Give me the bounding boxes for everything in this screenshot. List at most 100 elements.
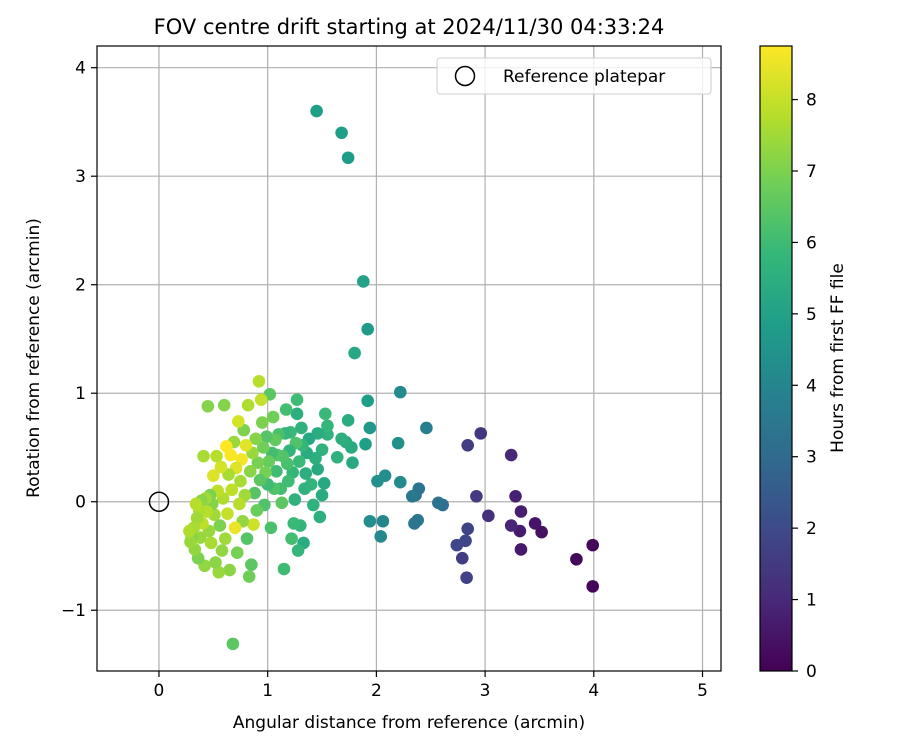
data-point — [514, 543, 528, 556]
data-point — [470, 490, 483, 503]
x-tick-label: 0 — [154, 681, 165, 701]
data-point — [290, 407, 304, 421]
data-point — [240, 532, 254, 545]
data-point — [248, 486, 261, 500]
legend-label-reference: Reference platepar — [503, 67, 665, 87]
data-point — [183, 524, 196, 538]
data-point — [504, 519, 518, 532]
data-point — [213, 519, 227, 532]
data-point — [252, 374, 266, 388]
data-point — [257, 441, 270, 454]
data-point — [307, 498, 320, 512]
data-point — [474, 427, 488, 440]
data-point — [374, 530, 388, 543]
data-point — [482, 509, 495, 523]
data-point — [318, 407, 332, 421]
colorbar-ticks: 0 1 2 3 4 5 6 7 8 — [792, 91, 817, 682]
data-point — [264, 521, 278, 535]
y-axis-ticks: −1 0 1 2 3 4 — [61, 59, 97, 621]
data-point — [209, 556, 222, 569]
data-point — [514, 505, 528, 518]
colorbar-tick-label: 1 — [806, 591, 817, 611]
data-point — [292, 455, 306, 468]
colorbar-title: Hours from first FF file — [828, 263, 848, 453]
x-tick-label: 5 — [697, 681, 708, 701]
data-point — [230, 546, 244, 560]
data-point — [228, 521, 242, 535]
data-point — [215, 544, 229, 557]
data-point — [290, 393, 304, 407]
data-point — [291, 544, 305, 557]
data-point — [376, 514, 390, 528]
data-point — [260, 430, 273, 443]
data-point — [394, 475, 407, 489]
reference-marker-layer — [148, 491, 170, 512]
data-point — [321, 419, 334, 433]
data-point — [288, 493, 302, 506]
data-point — [232, 415, 245, 428]
data-point — [255, 416, 269, 429]
data-point — [528, 517, 542, 530]
data-point — [254, 393, 268, 407]
data-point — [504, 448, 518, 462]
data-point — [270, 465, 283, 478]
data-point — [363, 421, 377, 435]
colorbar-tick-label: 3 — [806, 448, 817, 468]
data-point — [262, 455, 276, 468]
data-point — [570, 552, 583, 566]
data-point — [363, 514, 377, 528]
data-point — [461, 439, 475, 452]
data-point — [277, 562, 291, 576]
data-point — [275, 496, 289, 510]
data-point — [341, 151, 355, 165]
data-point — [394, 385, 407, 399]
data-point — [221, 507, 234, 520]
colorbar-tick-label: 2 — [806, 519, 817, 539]
reference-platepar-marker — [148, 491, 170, 512]
data-point — [247, 518, 260, 531]
legend-marker-reference — [454, 65, 476, 87]
scatter-points — [183, 104, 600, 651]
data-point — [218, 532, 232, 545]
data-point — [317, 476, 331, 490]
data-point — [250, 504, 264, 517]
data-point — [220, 440, 233, 453]
data-point — [586, 580, 600, 593]
data-point — [315, 488, 329, 502]
data-point — [217, 398, 231, 412]
y-axis-title: Rotation from reference (arcmin) — [24, 218, 44, 498]
data-point — [450, 538, 464, 552]
data-point — [225, 483, 239, 497]
y-tick-label: 4 — [75, 59, 86, 79]
colorbar-gradient — [759, 45, 793, 672]
data-point — [586, 538, 600, 552]
x-tick-label: 2 — [371, 681, 382, 701]
data-point — [201, 399, 215, 413]
data-point — [197, 449, 210, 463]
data-point — [315, 443, 329, 456]
x-axis-title: Angular distance from reference (arcmin) — [233, 713, 585, 733]
data-point — [239, 439, 253, 452]
data-point — [243, 465, 257, 478]
data-point — [391, 436, 405, 450]
data-point — [242, 570, 256, 583]
data-point — [295, 421, 308, 435]
data-point — [226, 637, 240, 651]
data-point — [245, 558, 258, 571]
colorbar-tick-label: 0 — [806, 662, 817, 682]
data-point — [251, 456, 265, 469]
data-point — [212, 565, 226, 579]
y-tick-label: −1 — [61, 601, 86, 621]
y-tick-label: 1 — [75, 384, 86, 404]
chart-title: FOV centre drift starting at 2024/11/30 … — [154, 15, 665, 39]
colorbar-tick-label: 4 — [806, 376, 817, 396]
data-point — [299, 467, 313, 480]
data-point — [189, 497, 203, 511]
data-point — [405, 490, 419, 503]
data-point — [371, 474, 384, 488]
data-point — [359, 437, 372, 451]
colorbar: 0 1 2 3 4 5 6 7 8 Hours from first FF file — [759, 45, 848, 682]
data-point — [348, 346, 361, 360]
